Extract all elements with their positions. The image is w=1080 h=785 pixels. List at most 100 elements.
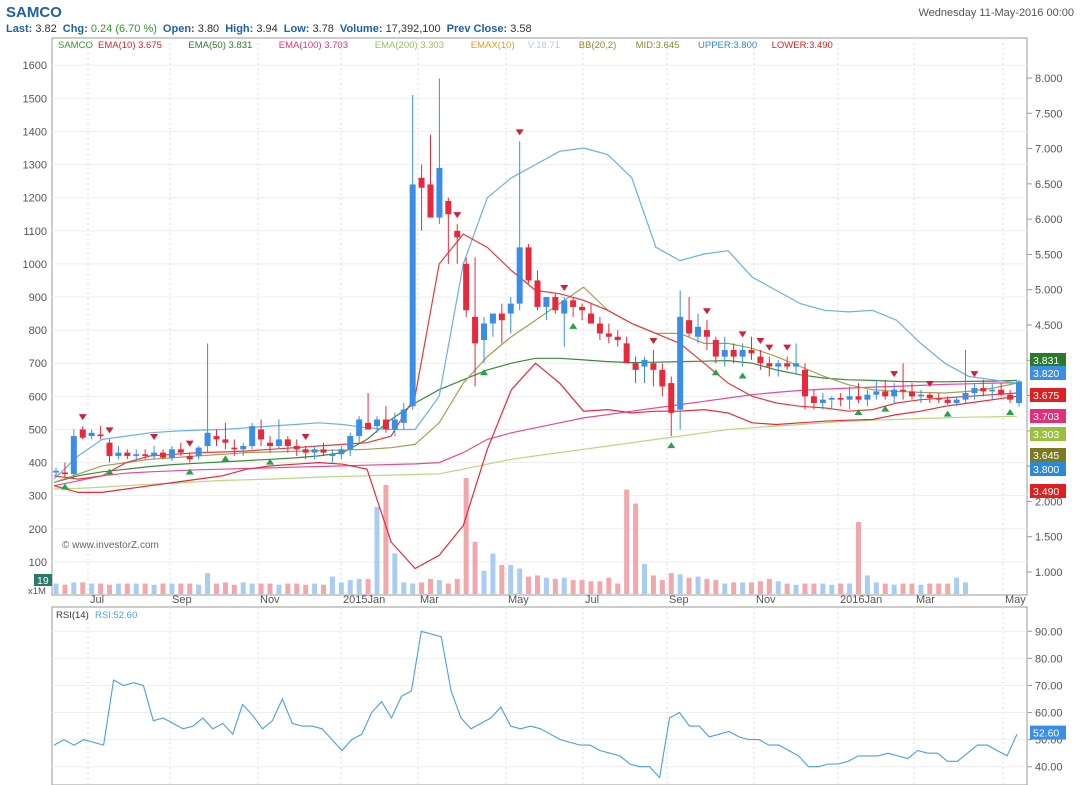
candle-body: [436, 167, 443, 218]
price-badge-label: 3.645: [1033, 450, 1059, 462]
buy-signal-marker: [185, 468, 194, 475]
volume-bar: [338, 582, 344, 594]
price-badge-label: 3.831: [1033, 355, 1059, 367]
y-left-tick-label: 800: [29, 325, 47, 337]
candle-body: [570, 300, 577, 307]
volume-bar: [642, 563, 647, 594]
candle-body: [329, 454, 336, 456]
rsi-y-tick-label: 80.00: [1035, 653, 1063, 665]
candle-body: [882, 391, 889, 397]
quote-value: 3.78: [312, 23, 334, 35]
rsi-badge-label: 52.60: [1033, 728, 1059, 740]
price-badge-label: 3.800: [1033, 464, 1059, 476]
quote-key: High:: [225, 23, 257, 35]
candle-body: [552, 297, 559, 311]
volume-bar: [508, 565, 514, 594]
volume-bar: [766, 578, 772, 594]
volume-bar: [436, 580, 442, 594]
volume-bar: [419, 582, 425, 594]
y-right-tick-label: 7.000: [1035, 144, 1063, 156]
y-left-tick-label: 100: [29, 557, 47, 569]
candle-body: [391, 419, 398, 430]
sell-signal-marker: [78, 414, 87, 421]
candle-body: [115, 452, 122, 456]
buy-signal-marker: [480, 369, 488, 376]
legend-item: BB(20,2): [579, 40, 617, 51]
ema10-line: [53, 233, 1018, 480]
candle-body: [382, 419, 389, 430]
rsi-line: [53, 630, 1018, 779]
quote-key: Chg:: [62, 23, 91, 35]
x-tick-label: 2015Jan: [343, 594, 385, 606]
candle-body: [356, 419, 363, 437]
volume-bar: [276, 584, 282, 594]
candle-body: [677, 316, 684, 410]
volume-bar: [927, 583, 933, 594]
volume-bar: [561, 577, 567, 594]
ema200-line: [53, 415, 1018, 490]
candle-body: [489, 313, 496, 324]
price-badge: [1030, 427, 1066, 441]
candle-body: [668, 383, 675, 413]
sell-signal-marker: [783, 344, 792, 351]
volume-bar: [802, 583, 808, 594]
price-badge: [1030, 462, 1066, 476]
candle-body: [195, 447, 202, 456]
volume-bar: [873, 582, 879, 594]
volume-bar: [535, 575, 540, 594]
candle-body: [641, 359, 648, 367]
sell-signal-marker: [702, 308, 711, 315]
volume-bar: [365, 578, 371, 594]
candle-body: [400, 409, 407, 423]
sell-signal-marker: [301, 434, 310, 441]
candle-body: [873, 391, 880, 395]
x-tick-label: Sep: [669, 594, 689, 606]
volume-bar: [775, 581, 781, 594]
volume-bar: [490, 553, 496, 594]
volume-bar: [160, 583, 166, 594]
volume-bar: [258, 583, 264, 594]
candle-body: [151, 452, 158, 456]
volume-bar: [428, 578, 433, 594]
y-left-tick-label: 1000: [23, 259, 47, 271]
volume-bar: [231, 584, 237, 594]
bb-lower-line: [53, 362, 1018, 570]
volume-bar: [196, 584, 202, 594]
candle-body: [445, 200, 452, 215]
price-badge-label: 3.303: [1033, 429, 1059, 441]
rsi-badge: [1030, 725, 1066, 740]
buy-signal-marker: [943, 410, 952, 417]
volume-bar: [838, 583, 844, 594]
candle-body: [579, 306, 586, 311]
candle-body: [971, 388, 978, 394]
candle-body: [703, 330, 710, 337]
candle-body: [712, 340, 719, 357]
volume-bar: [356, 578, 362, 594]
buy-signal-marker: [569, 322, 578, 329]
legend-item: UPPER:3.800: [698, 40, 757, 51]
legend-item: LOWER:3.490: [772, 40, 833, 51]
y-right-tick-label: 5.500: [1035, 249, 1063, 261]
volume-bar: [731, 582, 737, 594]
y-right-tick-label: 4.500: [1035, 320, 1063, 332]
rsi-y-tick-label: 90.00: [1035, 626, 1063, 638]
volume-bar: [294, 583, 300, 594]
quote-line: Last: 3.82 Chg: 0.24 (6.70 %) Open: 3.80 Hi…: [6, 23, 538, 35]
price-badge: [1030, 448, 1066, 462]
candle-body: [374, 419, 380, 427]
x-tick-label: Nov: [756, 594, 776, 606]
sell-signal-marker: [925, 381, 934, 388]
candle-body: [106, 442, 113, 456]
quote-value: 3.82: [35, 23, 57, 35]
candle-body: [320, 449, 327, 453]
candle-body: [998, 389, 1005, 395]
quote-key: Prev Close:: [446, 23, 511, 35]
volume-bar: [954, 577, 960, 594]
volume-bar: [53, 583, 59, 594]
candle-body: [588, 313, 594, 324]
candle-body: [168, 449, 175, 458]
volume-unit-label: x1M: [28, 586, 46, 597]
candle-body: [810, 396, 817, 403]
volume-bar: [704, 578, 710, 594]
